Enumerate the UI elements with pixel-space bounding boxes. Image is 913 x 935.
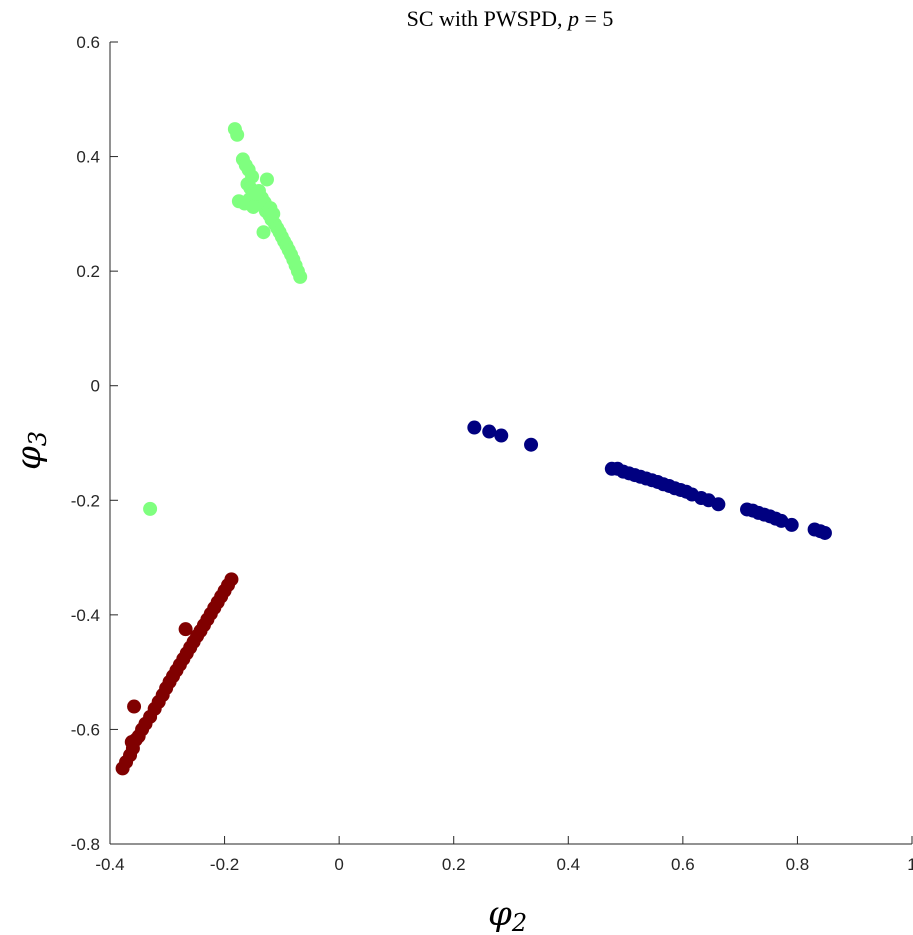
y-axis-symbol: φ [9, 446, 49, 470]
y-tick-label: -0.4 [71, 606, 100, 625]
scatter-point-series-2 [784, 517, 799, 532]
x-tick-label: 0.4 [556, 855, 580, 874]
y-tick-label: 0.6 [76, 33, 100, 52]
plot-area [110, 42, 912, 844]
scatter-point-series-1 [249, 186, 264, 201]
x-tick-label: 0.6 [671, 855, 695, 874]
points-layer [115, 122, 832, 776]
scatter-point-series-1 [256, 225, 271, 240]
x-tick-label: 0.2 [442, 855, 466, 874]
scatter-point-series-1 [259, 172, 274, 187]
y-tick-label: 0.4 [76, 148, 100, 167]
x-tick-label: 0.8 [786, 855, 810, 874]
scatter-point-series-2 [711, 497, 726, 512]
x-axis-subscript: 2 [511, 909, 527, 935]
x-axis-symbol: φ [488, 894, 512, 934]
scatter-point-series-1 [143, 501, 158, 516]
y-tick-label: -0.6 [71, 720, 100, 739]
scatter-point-series-2 [482, 424, 497, 439]
scatter-point-series-2 [467, 420, 482, 435]
y-tick-label: 0.2 [76, 262, 100, 281]
scatter-point-series-3 [224, 572, 239, 587]
y-axis-label: φ3 [9, 431, 52, 470]
x-tick-label: 1 [907, 855, 913, 874]
scatter-point-series-3 [178, 622, 193, 637]
x-tick-label: -0.2 [210, 855, 239, 874]
y-tick-label: 0 [91, 377, 100, 396]
y-tick-label: -0.8 [71, 835, 100, 854]
chart-title: SC with PWSPD, p = 5 [407, 6, 614, 31]
scatter-point-series-2 [817, 525, 832, 540]
scatter-point-series-3 [127, 699, 142, 714]
ticks-layer: -0.4 -0.2 0 0.2 0.4 0.6 0.8 1 0.6 0.4 0.2 0 -0.2 -0.4… [71, 33, 913, 874]
title-variable: p [566, 6, 579, 31]
x-tick-label: -0.4 [95, 855, 124, 874]
scatter-point-series-1 [230, 127, 245, 142]
title-prefix: SC with PWSPD, [407, 6, 568, 31]
scatter-point-series-1 [293, 269, 308, 284]
x-tick-label: 0 [334, 855, 343, 874]
scatter-point-series-2 [524, 437, 539, 452]
scatter-point-series-2 [494, 428, 509, 443]
y-tick-label: -0.2 [71, 491, 100, 510]
y-axis-subscript: 3 [24, 431, 52, 446]
scatter-point-series-1 [246, 199, 261, 214]
title-suffix: = 5 [579, 6, 613, 31]
x-axis-label: φ2 [488, 894, 527, 935]
scatter-point-series-1 [266, 206, 281, 221]
